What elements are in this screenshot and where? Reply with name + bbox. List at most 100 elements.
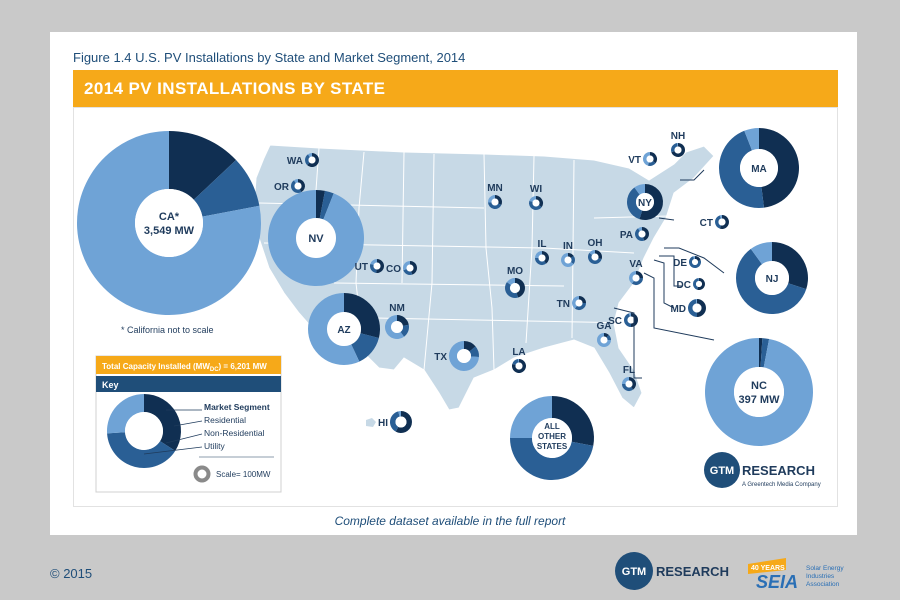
donut-in: IN	[561, 241, 575, 267]
donut-oh-slice-residential	[595, 250, 602, 260]
donut-mo-slice-non-residential	[505, 282, 519, 298]
donut-vt-slice-residential	[650, 152, 657, 164]
donut-nc-slice-utility	[704, 338, 813, 446]
donut-md-slice-utility	[695, 299, 697, 304]
donut-hi-hole	[395, 416, 407, 428]
gtm-map-name: RESEARCH	[742, 463, 815, 478]
donut-wi-slice-residential	[536, 196, 544, 208]
donut-or-slice-residential	[298, 179, 305, 193]
banner-title: 2014 PV INSTALLATIONS BY STATE	[84, 79, 386, 98]
donut-dc: DC	[677, 278, 705, 291]
seia-line1: Solar Energy	[806, 565, 844, 572]
title-banner: 2014 PV INSTALLATIONS BY STATE	[73, 70, 838, 107]
label-vt: VT	[628, 155, 641, 166]
donut-vt: VT	[628, 152, 657, 166]
donut-md-hole	[692, 303, 702, 313]
donut-in-slice-utility	[561, 253, 574, 267]
scale-ring-icon	[193, 465, 211, 483]
us-map: CA* 3,549 MW NV AZ WA OR UT CO NM TX HI MN WI IL IN OH M…	[77, 128, 821, 493]
donut-ct: CT	[700, 215, 729, 229]
label-ca: CA*	[159, 211, 180, 223]
california-footnote: * California not to scale	[121, 325, 214, 335]
donut-nm-slice-utility	[385, 315, 405, 339]
donut-wi-hole	[532, 199, 540, 207]
donut-mn-slice-residential	[495, 195, 502, 205]
donut-sc-slice-non-residential	[624, 313, 632, 327]
donut-dc-hole	[696, 281, 702, 287]
donut-mn-slice-non-residential	[488, 202, 502, 209]
donut-de-hole	[692, 259, 698, 265]
label-oh: OH	[588, 238, 603, 249]
donut-ut: UT	[355, 259, 385, 273]
donut-nc-hole	[734, 367, 784, 417]
donut-wi-slice-non-residential	[529, 200, 542, 211]
donut-nv-slice-residential	[316, 190, 325, 219]
donut-ct-hole	[718, 218, 726, 226]
footer-logos: GTM RESEARCH 40 YEARS SEIA Solar Energy …	[615, 552, 844, 592]
donut-la-slice-residential	[512, 359, 526, 373]
donut-la-hole	[515, 362, 523, 370]
legend-total: Total Capacity Installed (MWDC) = 6,201 …	[102, 362, 267, 373]
donut-ny-slice-non-residential	[627, 187, 643, 220]
seia-badge-text: 40 YEARS	[751, 565, 785, 572]
donut-mo: MO	[505, 266, 526, 298]
donut-pa-slice-utility	[637, 227, 642, 232]
donut-ut-slice-residential	[376, 259, 385, 273]
donut-ga-slice-utility	[597, 333, 611, 348]
donut-or: OR	[274, 179, 305, 193]
legend-scale: Scale= 100MW	[216, 470, 271, 479]
legend-non-residential: Non-Residential	[204, 428, 265, 438]
donut-sc-slice-residential	[631, 313, 639, 327]
label-ca-mw: 3,549 MW	[144, 225, 195, 237]
donut-de: DE	[673, 256, 701, 269]
donut-oh-slice-non-residential	[588, 252, 602, 264]
donut-az-slice-utility	[308, 293, 360, 365]
figure-title: Figure 1.4 U.S. PV Installations by Stat…	[73, 50, 466, 65]
donut-nh-slice-non-residential	[671, 143, 678, 153]
donut-mn-hole	[491, 198, 499, 206]
donut-in-slice-non-residential	[570, 255, 575, 265]
label-la: LA	[512, 347, 525, 358]
donut-mo-slice-residential	[515, 278, 526, 298]
donut-vt-slice-non-residential	[647, 161, 656, 166]
donut-la: LA	[512, 347, 526, 373]
gtm-footer-name: RESEARCH	[656, 564, 729, 579]
legend-total-bar	[96, 356, 281, 374]
donut-all-other-states-slice-utility	[510, 396, 552, 439]
donut-all-other-states-slice-residential	[552, 396, 594, 446]
seia-line3: Association	[806, 581, 840, 588]
donut-va-slice-non-residential	[631, 277, 644, 285]
donut-oh: OH	[588, 238, 603, 264]
donut-nc-slice-non-residential	[760, 338, 770, 368]
donut-va-hole	[632, 274, 640, 282]
donut-nh-slice-utility	[677, 143, 678, 147]
donut-oh-slice-utility	[589, 250, 595, 255]
map-panel: CA* 3,549 MW NV AZ WA OR UT CO NM TX HI MN WI IL IN OH M…	[73, 107, 838, 507]
donut-ma-slice-non-residential	[718, 130, 765, 209]
label-ct: CT	[700, 218, 713, 229]
donut-pa: PA	[620, 227, 649, 241]
gtm-footer-mark: GTM	[622, 566, 646, 578]
legend-pointers	[143, 409, 203, 455]
donut-ma-hole	[740, 149, 778, 187]
label-ma: MA	[751, 164, 767, 175]
donut-va-slice-residential	[636, 271, 643, 278]
gtm-footer-icon	[615, 552, 653, 590]
donut-nc: NC 397 MW	[704, 338, 813, 446]
donut-ma-slice-utility	[744, 128, 759, 151]
donut-fl-slice-residential	[629, 377, 637, 390]
donut-nh-slice-residential	[671, 143, 685, 157]
donut-ut-slice-non-residential	[369, 263, 377, 273]
donut-tn: TN	[557, 296, 586, 310]
donut-sc-slice-utility	[628, 313, 631, 317]
legend-key-donut	[107, 394, 181, 468]
donut-ga-slice-residential	[604, 333, 609, 338]
label-nh: NH	[671, 131, 685, 142]
seia-logo: 40 YEARS SEIA Solar Energy Industries As…	[748, 558, 844, 592]
donut-il-slice-utility	[535, 251, 542, 259]
label-mo: MO	[507, 266, 523, 277]
donut-ct-slice-residential	[719, 215, 729, 229]
label-va: VA	[629, 259, 642, 270]
donut-ny: NY	[627, 184, 663, 220]
